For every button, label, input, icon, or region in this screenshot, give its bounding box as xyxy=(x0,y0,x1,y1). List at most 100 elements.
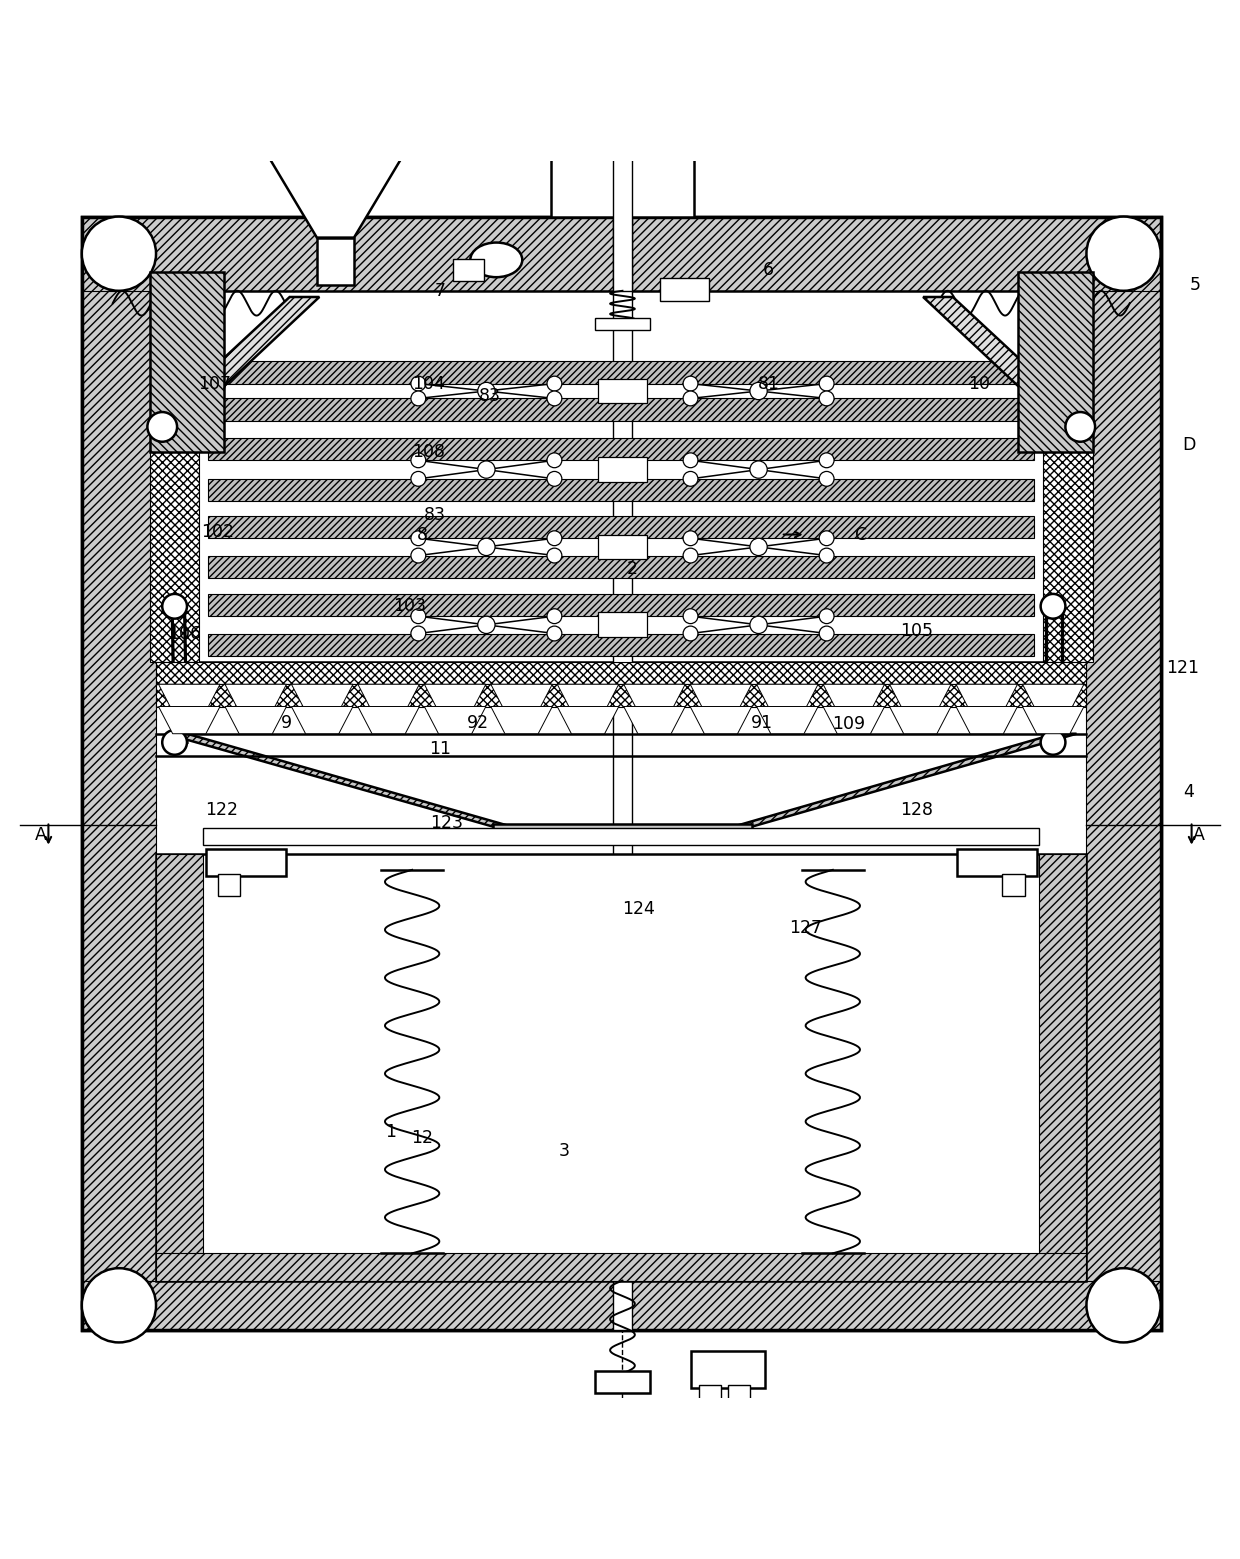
Circle shape xyxy=(410,530,425,546)
Bar xyxy=(150,292,200,663)
Text: 123: 123 xyxy=(430,814,464,833)
Circle shape xyxy=(820,391,835,405)
Circle shape xyxy=(410,471,425,486)
Circle shape xyxy=(547,627,562,641)
Text: 107: 107 xyxy=(197,374,231,393)
Text: 9: 9 xyxy=(280,714,291,731)
Circle shape xyxy=(820,471,835,486)
Circle shape xyxy=(820,376,835,391)
Circle shape xyxy=(547,530,562,546)
Polygon shape xyxy=(224,684,286,711)
Bar xyxy=(613,111,632,1330)
Bar xyxy=(150,273,224,452)
Circle shape xyxy=(162,730,187,755)
Polygon shape xyxy=(956,684,1018,711)
Text: D: D xyxy=(1183,437,1195,455)
Circle shape xyxy=(683,530,698,546)
Text: 122: 122 xyxy=(205,801,238,820)
Text: 83: 83 xyxy=(423,505,445,524)
Polygon shape xyxy=(224,706,286,734)
Polygon shape xyxy=(166,734,511,826)
Polygon shape xyxy=(756,706,818,734)
Circle shape xyxy=(750,461,768,479)
Text: 2: 2 xyxy=(627,560,637,578)
Text: 127: 127 xyxy=(789,918,822,937)
Circle shape xyxy=(683,391,698,405)
Text: A: A xyxy=(35,826,47,843)
Circle shape xyxy=(820,452,835,468)
Bar xyxy=(595,318,650,331)
Circle shape xyxy=(477,538,495,555)
Polygon shape xyxy=(491,684,552,711)
Polygon shape xyxy=(150,296,320,427)
Polygon shape xyxy=(889,684,951,711)
Bar xyxy=(82,1280,1161,1330)
Bar xyxy=(1018,273,1092,452)
Text: 81: 81 xyxy=(758,374,780,393)
Circle shape xyxy=(750,538,768,555)
Circle shape xyxy=(683,452,698,468)
Circle shape xyxy=(547,471,562,486)
Polygon shape xyxy=(823,706,884,734)
Polygon shape xyxy=(358,684,419,711)
Text: 128: 128 xyxy=(900,801,934,820)
Bar xyxy=(1002,873,1024,896)
Circle shape xyxy=(1086,1267,1161,1342)
Circle shape xyxy=(547,391,562,405)
Bar xyxy=(598,379,647,404)
Bar xyxy=(156,292,1086,663)
Circle shape xyxy=(477,461,495,479)
Bar xyxy=(1039,854,1086,1280)
Circle shape xyxy=(1040,730,1065,755)
Polygon shape xyxy=(823,684,884,711)
Bar xyxy=(492,825,753,839)
Text: 103: 103 xyxy=(393,597,427,616)
Bar xyxy=(598,457,647,482)
Circle shape xyxy=(750,616,768,633)
Text: 5: 5 xyxy=(1190,276,1200,293)
Text: 1: 1 xyxy=(386,1122,397,1141)
Text: C: C xyxy=(856,525,867,544)
Bar xyxy=(956,848,1037,876)
Circle shape xyxy=(410,376,425,391)
Polygon shape xyxy=(756,684,818,711)
Bar xyxy=(82,217,156,1330)
Circle shape xyxy=(410,549,425,563)
Circle shape xyxy=(820,530,835,546)
Bar xyxy=(598,535,647,560)
Bar xyxy=(660,279,709,301)
Polygon shape xyxy=(691,706,751,734)
Bar xyxy=(613,117,632,292)
Circle shape xyxy=(820,549,835,563)
Text: 92: 92 xyxy=(466,714,489,731)
Ellipse shape xyxy=(470,243,522,278)
Polygon shape xyxy=(291,684,353,711)
Bar xyxy=(208,399,1034,421)
Circle shape xyxy=(683,376,698,391)
Bar xyxy=(728,1384,750,1405)
Text: 121: 121 xyxy=(1167,659,1199,677)
Circle shape xyxy=(683,608,698,624)
Polygon shape xyxy=(557,706,619,734)
Polygon shape xyxy=(159,706,219,734)
Text: 8: 8 xyxy=(417,525,428,544)
Circle shape xyxy=(1040,594,1065,619)
Bar xyxy=(317,237,353,285)
Circle shape xyxy=(162,594,187,619)
Bar xyxy=(691,1352,765,1388)
Bar xyxy=(1043,292,1092,663)
Polygon shape xyxy=(557,684,619,711)
Circle shape xyxy=(1086,217,1161,292)
Bar xyxy=(156,854,203,1280)
Circle shape xyxy=(820,608,835,624)
Circle shape xyxy=(148,412,177,441)
Text: 108: 108 xyxy=(412,443,445,460)
Bar xyxy=(208,555,1034,578)
Bar xyxy=(208,362,1034,384)
Bar xyxy=(208,594,1034,616)
Text: 12: 12 xyxy=(410,1129,433,1147)
Bar xyxy=(156,684,1086,706)
Circle shape xyxy=(410,391,425,405)
Text: 104: 104 xyxy=(412,374,445,393)
Circle shape xyxy=(547,452,562,468)
